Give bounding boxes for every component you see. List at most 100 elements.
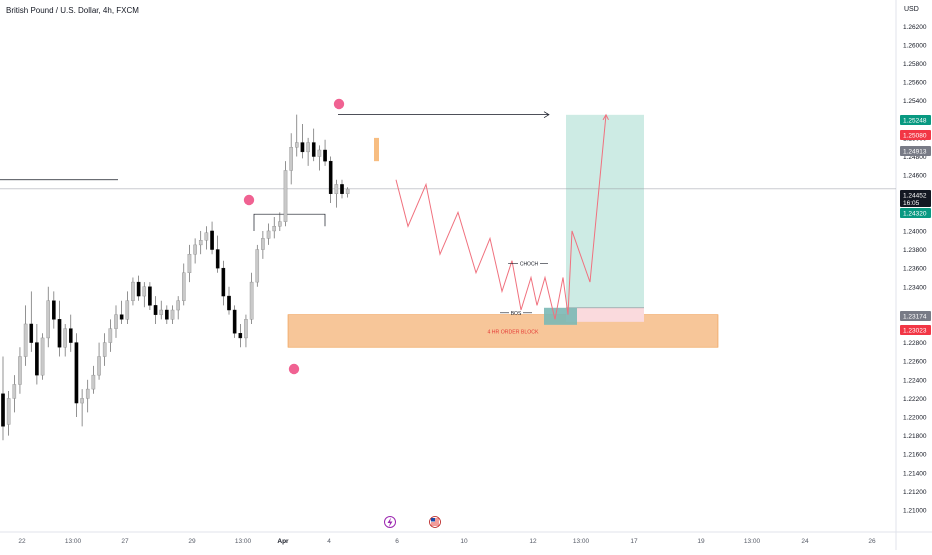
price-tick-label: 1.25800 — [903, 61, 927, 68]
structure-line — [253, 213, 326, 231]
price-badge — [900, 130, 931, 140]
bullish-candle — [63, 328, 67, 348]
currency-label: USD — [904, 6, 919, 13]
time-tick-label: 4 — [327, 538, 331, 545]
price-badge — [900, 311, 931, 321]
time-tick-label: 13:00 — [235, 538, 252, 545]
bearish-candle — [68, 328, 73, 343]
us-flag-icon — [431, 518, 435, 522]
projected-path — [395, 114, 607, 320]
bullish-candle — [125, 300, 130, 320]
bearish-candle — [340, 184, 344, 194]
entry-box — [544, 307, 577, 325]
bullish-candle — [249, 281, 254, 320]
bullish-candle — [181, 272, 186, 301]
time-tick-label: 22 — [18, 538, 26, 545]
bearish-candle — [328, 160, 333, 194]
bullish-candle — [12, 384, 17, 399]
bullish-candle — [187, 253, 192, 274]
bullish-candle — [18, 356, 22, 385]
time-tick-label: Apr — [277, 538, 289, 545]
price-tick-label: 1.25600 — [903, 80, 927, 87]
bullish-candle — [272, 226, 277, 232]
time-tick-label: 17 — [630, 538, 638, 545]
bearish-candle — [323, 149, 327, 162]
bullish-candle — [108, 328, 113, 343]
price-tick-label: 1.23800 — [903, 247, 927, 254]
bullish-candle — [46, 300, 50, 339]
bullish-candle — [170, 309, 175, 320]
bearish-candle — [119, 314, 124, 320]
supply-highlight — [374, 137, 379, 162]
price-badge — [900, 115, 931, 125]
price-tick-label: 1.22400 — [903, 377, 927, 384]
bearish-candle — [238, 333, 243, 339]
price-tick-label: 1.24600 — [903, 173, 927, 180]
price-tick-label: 1.24000 — [903, 228, 927, 235]
bearish-candle — [35, 342, 39, 376]
symbol-title: British Pound / U.S. Dollar, 4h, FXCM — [6, 6, 139, 15]
bullish-candle — [80, 398, 84, 404]
bullish-candle — [193, 244, 197, 255]
time-tick-label: 24 — [801, 538, 809, 545]
price-badge-label: 1.24452 — [903, 193, 927, 200]
price-tick-label: 1.23600 — [903, 266, 927, 273]
price-badge-label: 1.24320 — [903, 211, 927, 218]
price-tick-label: 1.23400 — [903, 284, 927, 291]
swing-marker — [243, 194, 255, 206]
bearish-candle — [215, 249, 220, 269]
order-block-label: 4 HR ORDER BLOCK — [487, 329, 539, 335]
bullish-candle — [91, 374, 96, 390]
bearish-candle — [74, 342, 79, 404]
bearish-candle — [29, 323, 34, 343]
time-tick-label: 13:00 — [65, 538, 82, 545]
bullish-candle — [142, 286, 147, 297]
price-tick-label: 1.21200 — [903, 489, 927, 496]
bullish-candle — [131, 281, 135, 301]
price-tick-label: 1.21800 — [903, 433, 927, 440]
price-tick-label: 1.25400 — [903, 98, 927, 105]
price-tick-label: 1.26200 — [903, 24, 927, 31]
price-badge-label: 1.25248 — [903, 118, 927, 125]
price-tick-label: 1.21000 — [903, 508, 927, 515]
price-tick-label: 1.22000 — [903, 415, 927, 422]
order-block-zone — [287, 314, 719, 348]
bullish-candle — [306, 142, 310, 153]
bullish-candle — [244, 319, 248, 339]
bearish-candle — [232, 309, 237, 334]
bearish-candle — [165, 309, 169, 320]
time-tick-label: 13:00 — [573, 538, 590, 545]
bullish-candle — [261, 238, 265, 250]
bearish-candle — [311, 142, 316, 157]
bos-label: BOS — [511, 311, 522, 317]
time-tick-label: 27 — [121, 538, 129, 545]
price-tick-label: 1.21600 — [903, 452, 927, 459]
time-tick-label: 19 — [697, 538, 705, 545]
bearish-candle — [227, 295, 231, 311]
time-tick-label: 10 — [460, 538, 468, 545]
time-tick-label: 6 — [395, 538, 399, 545]
bearish-candle — [57, 319, 62, 348]
price-badge — [900, 325, 931, 335]
swing-marker — [288, 363, 300, 375]
price-tick-label: 1.22800 — [903, 340, 927, 347]
bullish-candle — [102, 342, 107, 357]
price-badge-label: 1.23174 — [903, 314, 927, 321]
bearish-candle — [153, 305, 158, 315]
bullish-candle — [255, 249, 260, 283]
price-tick-label: 1.21400 — [903, 470, 927, 477]
bearish-candle — [52, 300, 56, 320]
lightning-icon — [387, 517, 393, 527]
time-tick-label: 29 — [188, 538, 196, 545]
bullish-candle — [6, 398, 11, 425]
bullish-candle — [176, 300, 180, 311]
stop-zone — [566, 307, 644, 322]
bearish-candle — [210, 230, 214, 250]
bullish-candle — [289, 147, 293, 171]
bullish-candle — [317, 149, 322, 157]
bearish-candle — [148, 286, 152, 306]
bullish-candle — [334, 184, 339, 194]
price-badge-label: 1.23023 — [903, 328, 927, 335]
